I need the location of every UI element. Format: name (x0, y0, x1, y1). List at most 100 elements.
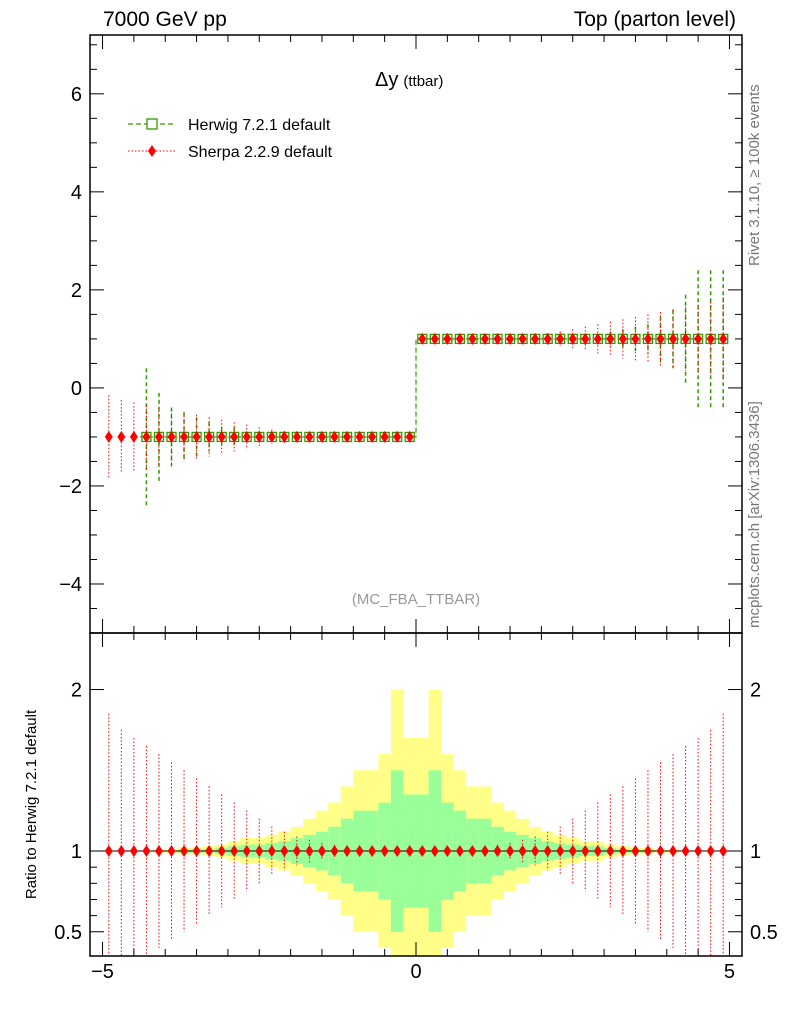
ratio-sherpa-point (255, 845, 264, 858)
ratio-ytick-label: 1 (71, 841, 82, 863)
sherpa-point (593, 332, 602, 345)
sherpa-point (631, 332, 640, 345)
ratio-sherpa-point (393, 845, 402, 858)
sherpa-point (518, 332, 527, 345)
ratio-sherpa-point (531, 845, 540, 858)
legend-herwig-label: Herwig 7.2.1 default (188, 117, 331, 134)
ratio-sherpa-point (694, 845, 703, 858)
sherpa-point (393, 430, 402, 443)
ratio-sherpa-point (104, 845, 113, 858)
ratio-sherpa-point (556, 845, 565, 858)
main-ytick-label: −4 (59, 574, 82, 596)
sherpa-point (531, 332, 540, 345)
main-title: Δy (ttbar) (375, 69, 443, 91)
sherpa-point (317, 430, 326, 443)
sherpa-point (556, 332, 565, 345)
sherpa-point (443, 332, 452, 345)
sherpa-point (180, 430, 189, 443)
sherpa-point (230, 430, 239, 443)
sherpa-point (694, 332, 703, 345)
ratio-sherpa-point (455, 845, 464, 858)
ratio-ytick-label: 0.5 (54, 922, 82, 944)
ratio-sherpa-point (568, 845, 577, 858)
sherpa-point (493, 332, 502, 345)
ratio-sherpa-point (543, 845, 552, 858)
ratio-sherpa-point (180, 845, 189, 858)
sherpa-point (255, 430, 264, 443)
main-ytick-label: 2 (71, 280, 82, 302)
ratio-sherpa-point (230, 845, 239, 858)
ratio-sherpa-point (117, 845, 126, 858)
ratio-sherpa-point (581, 845, 590, 858)
ratio-sherpa-point (506, 845, 515, 858)
ratio-sherpa-point (719, 845, 728, 858)
sherpa-point (405, 430, 414, 443)
sherpa-point (217, 430, 226, 443)
sherpa-point (129, 430, 138, 443)
ratio-sherpa-point (631, 845, 640, 858)
ratio-sherpa-point (430, 845, 439, 858)
sherpa-point (192, 430, 201, 443)
sherpa-point (167, 430, 176, 443)
ratio-sherpa-point (618, 845, 627, 858)
legend-herwig-marker (146, 118, 158, 130)
sherpa-point (719, 332, 728, 345)
main-ytick-label: −2 (59, 476, 82, 498)
xtick-label: −5 (91, 961, 114, 983)
sherpa-point (656, 332, 665, 345)
sherpa-point (706, 332, 715, 345)
legend-sherpa-label: Sherpa 2.2.9 default (188, 144, 333, 161)
ratio-sherpa-point (205, 845, 214, 858)
ratio-sherpa-point (480, 845, 489, 858)
sherpa-point (455, 332, 464, 345)
ratio-sherpa-point (593, 845, 602, 858)
main-ytick-label: 4 (71, 182, 82, 204)
main-title-suffix: (ttbar) (403, 73, 443, 90)
main-ytick-label: 0 (71, 378, 82, 400)
sherpa-point (292, 430, 301, 443)
ratio-sherpa-point (706, 845, 715, 858)
sherpa-point (669, 332, 678, 345)
header-right: Top (parton level) (573, 8, 736, 31)
sherpa-point (643, 332, 652, 345)
sherpa-point (380, 430, 389, 443)
sherpa-point (506, 332, 515, 345)
ratio-ytick-label: 2 (71, 680, 82, 702)
sherpa-point (430, 332, 439, 345)
sherpa-point (242, 430, 251, 443)
ratio-sherpa-point (681, 845, 690, 858)
main-watermark: (MC_FBA_TTBAR) (352, 591, 480, 608)
sherpa-point (618, 332, 627, 345)
ratio-sherpa-point (305, 845, 314, 858)
ratio-sherpa-point (129, 845, 138, 858)
sherpa-point (568, 332, 577, 345)
sherpa-point (267, 430, 276, 443)
ratio-sherpa-point (330, 845, 339, 858)
sherpa-point (581, 332, 590, 345)
ratio-sherpa-point (192, 845, 201, 858)
herwig-line (140, 338, 730, 438)
sherpa-point (142, 430, 151, 443)
ratio-sherpa-point (267, 845, 276, 858)
header-left: 7000 GeV pp (103, 8, 227, 31)
sherpa-point (468, 332, 477, 345)
sherpa-point (543, 332, 552, 345)
sherpa-point (205, 430, 214, 443)
ratio-sherpa-point (380, 845, 389, 858)
xtick-label: 5 (724, 961, 735, 983)
ratio-sherpa-point (343, 845, 352, 858)
ratio-sherpa-point (355, 845, 364, 858)
sherpa-point (280, 430, 289, 443)
ratio-sherpa-point (167, 845, 176, 858)
ratio-sherpa-point (154, 845, 163, 858)
ratio-sherpa-point (518, 845, 527, 858)
sherpa-point (104, 430, 113, 443)
ratio-sherpa-point (669, 845, 678, 858)
ratio-sherpa-point (142, 845, 151, 858)
ratio-sherpa-point (418, 845, 427, 858)
ratio-ytick-label-right: 1 (750, 841, 761, 863)
sherpa-point (305, 430, 314, 443)
ratio-sherpa-point (405, 845, 414, 858)
ratio-sherpa-point (643, 845, 652, 858)
